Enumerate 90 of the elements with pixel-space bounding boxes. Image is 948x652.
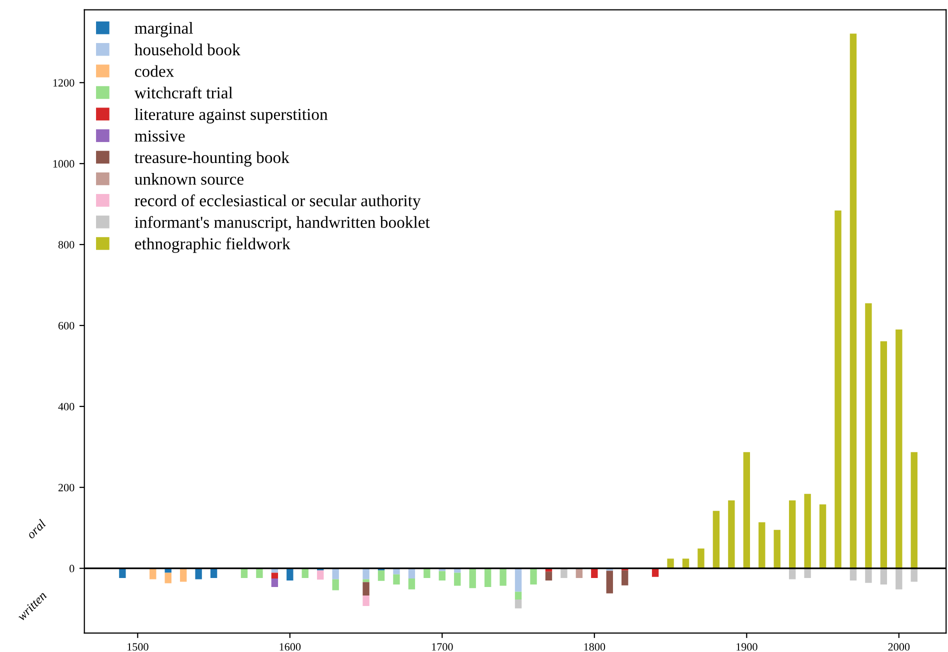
bar xyxy=(896,330,902,568)
legend-label: unknown source xyxy=(134,173,244,185)
bar xyxy=(591,568,598,578)
legend-label: informant's manuscript, handwritten booklet xyxy=(134,216,430,232)
bar xyxy=(362,582,370,596)
bar xyxy=(240,568,248,578)
bar xyxy=(408,578,416,590)
bar xyxy=(652,568,659,577)
bar xyxy=(484,568,492,587)
bar xyxy=(180,568,187,582)
y-tick-label: 600 xyxy=(58,322,74,330)
bar xyxy=(545,572,552,580)
bar xyxy=(910,452,918,568)
x-tick-label: 1800 xyxy=(584,643,606,651)
text: oral xyxy=(26,518,46,540)
bar xyxy=(286,568,294,580)
bar xyxy=(164,572,172,584)
bar xyxy=(210,568,218,578)
bar xyxy=(438,571,446,580)
y-tick-label: 1200 xyxy=(53,79,74,87)
bar xyxy=(302,568,308,578)
bar xyxy=(514,592,522,600)
legend-label: ethnographic fieldwork xyxy=(135,238,290,253)
bar xyxy=(728,500,735,568)
legend-label: codex xyxy=(135,65,174,77)
bar xyxy=(804,494,811,568)
bar xyxy=(500,568,506,586)
bar xyxy=(880,341,888,568)
x-tick-label: 1700 xyxy=(432,643,453,651)
legend-label: marginal xyxy=(134,22,193,38)
bar xyxy=(271,578,278,587)
bar xyxy=(667,558,674,568)
legend-label: missive xyxy=(134,130,185,142)
bar xyxy=(622,570,628,586)
bar xyxy=(514,568,522,592)
bar xyxy=(896,568,902,590)
legend-label: witchcraft trial xyxy=(134,86,233,98)
bar xyxy=(256,568,263,578)
legend-label: household book xyxy=(134,44,240,56)
bar xyxy=(317,570,324,580)
bar xyxy=(758,522,766,568)
bar xyxy=(454,572,461,586)
y-tick-label: 800 xyxy=(58,241,74,248)
bar xyxy=(393,568,400,574)
bar xyxy=(712,510,720,568)
bar xyxy=(910,568,918,582)
bar xyxy=(560,568,568,578)
bar xyxy=(606,570,613,594)
x-tick-label: 1600 xyxy=(280,643,301,651)
bar xyxy=(880,568,888,585)
bar xyxy=(774,530,780,568)
bar xyxy=(865,303,872,568)
bar xyxy=(119,568,126,578)
bar xyxy=(271,572,278,578)
legend-label: record of ecclesiastical or secular authority xyxy=(134,194,421,210)
bar xyxy=(788,568,796,580)
bar xyxy=(788,500,796,568)
bar xyxy=(408,568,416,578)
bar xyxy=(576,568,583,578)
bar xyxy=(850,34,857,568)
bar xyxy=(804,568,811,578)
bar xyxy=(362,579,370,582)
bar xyxy=(332,579,339,590)
bar xyxy=(150,568,156,580)
x-tick-label: 1900 xyxy=(736,643,758,651)
bar xyxy=(743,452,750,568)
legend-label: treasure-hounting book xyxy=(134,151,290,167)
bar xyxy=(850,568,857,580)
legend-label: literature against superstition xyxy=(134,108,328,124)
y-tick-label: 200 xyxy=(58,484,74,492)
bar xyxy=(424,568,430,578)
bar xyxy=(393,574,400,585)
bar xyxy=(682,558,690,568)
bar xyxy=(819,504,826,568)
bar xyxy=(195,568,202,580)
bar xyxy=(469,568,476,588)
bar xyxy=(530,568,537,585)
y-tick-label: 0 xyxy=(70,564,74,572)
bar xyxy=(834,210,842,568)
bar xyxy=(362,568,370,580)
bar xyxy=(514,600,522,608)
bar xyxy=(698,548,704,568)
y-tick-label: 400 xyxy=(58,402,74,410)
bar xyxy=(865,568,872,583)
bar xyxy=(378,570,385,581)
x-tick-label: 1500 xyxy=(128,643,148,651)
y-tick-label: 1000 xyxy=(53,160,74,168)
bar xyxy=(332,568,339,580)
x-tick-label: 2000 xyxy=(888,643,910,651)
bar xyxy=(362,595,370,606)
